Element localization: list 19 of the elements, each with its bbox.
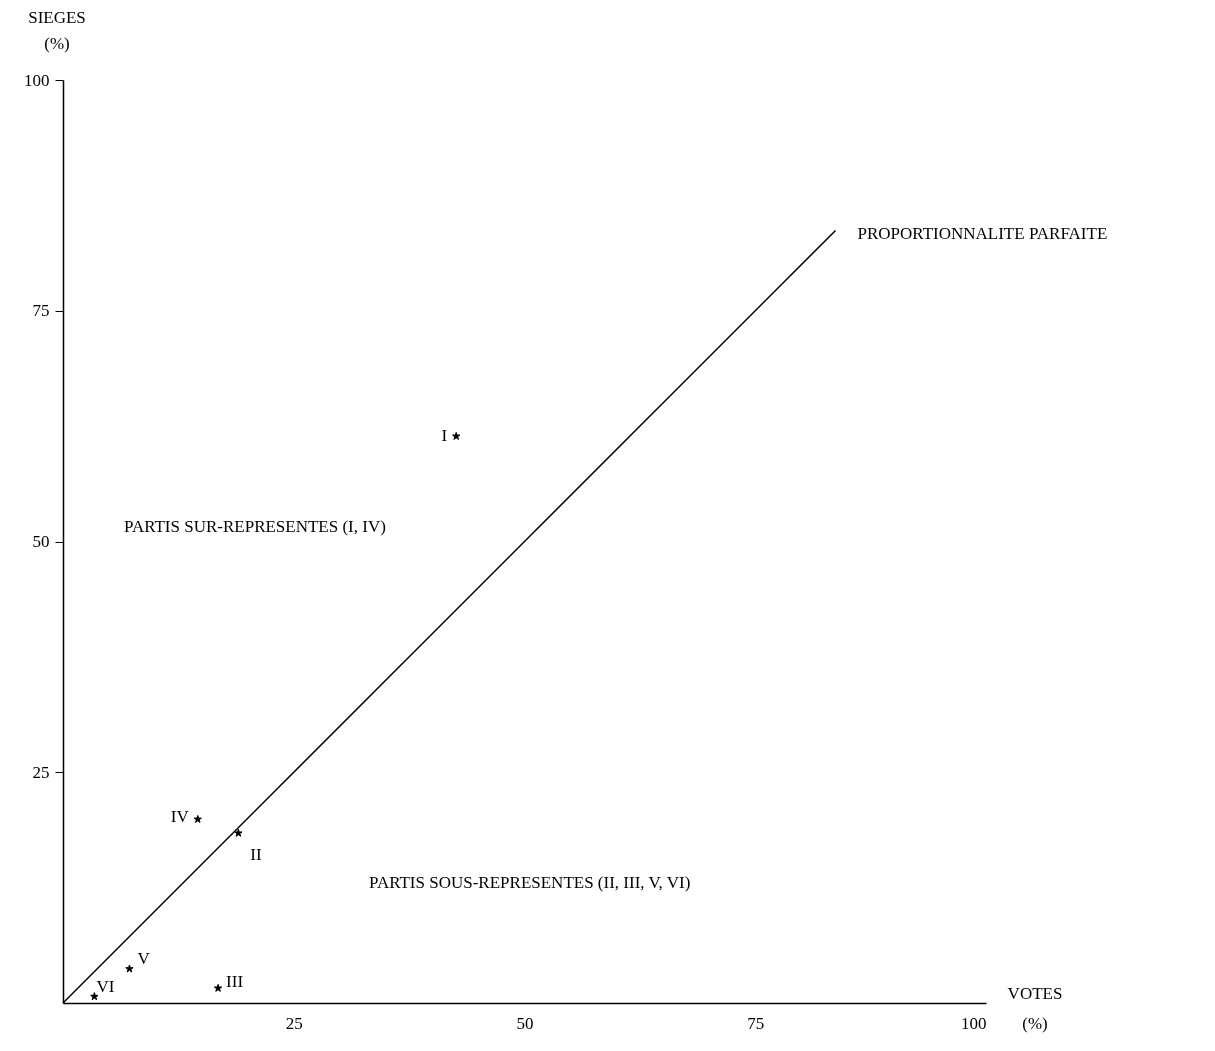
annotation: VI xyxy=(96,976,115,996)
annotation: PARTIS SOUS-REPRESENTES (II, III, V, VI) xyxy=(369,873,691,892)
y-axis-title: SIEGES (%) xyxy=(28,8,86,53)
x-tick-label: 25 xyxy=(285,1013,303,1033)
x-tick-label: 100 xyxy=(961,1013,987,1033)
annotation: IV xyxy=(170,807,190,827)
y-tick-label: 100 xyxy=(24,70,50,90)
annotation: III xyxy=(226,972,244,992)
annotation: V xyxy=(137,948,151,968)
x-tick-label: 50 xyxy=(516,1013,534,1033)
annotation: I xyxy=(441,426,448,446)
annotation: PARTIS SUR-REPRESENTES (I, IV) xyxy=(124,517,386,536)
x-tick-label: 75 xyxy=(747,1013,765,1033)
x-axis-title: VOTES (%) xyxy=(1007,984,1063,1033)
y-tick-label: 75 xyxy=(32,301,50,321)
annotation: II xyxy=(250,845,263,865)
y-tick-label: 25 xyxy=(32,762,50,782)
series-label: PROPORTIONNALITE PARFAITE xyxy=(857,224,1108,244)
y-tick-label: 50 xyxy=(32,532,50,551)
